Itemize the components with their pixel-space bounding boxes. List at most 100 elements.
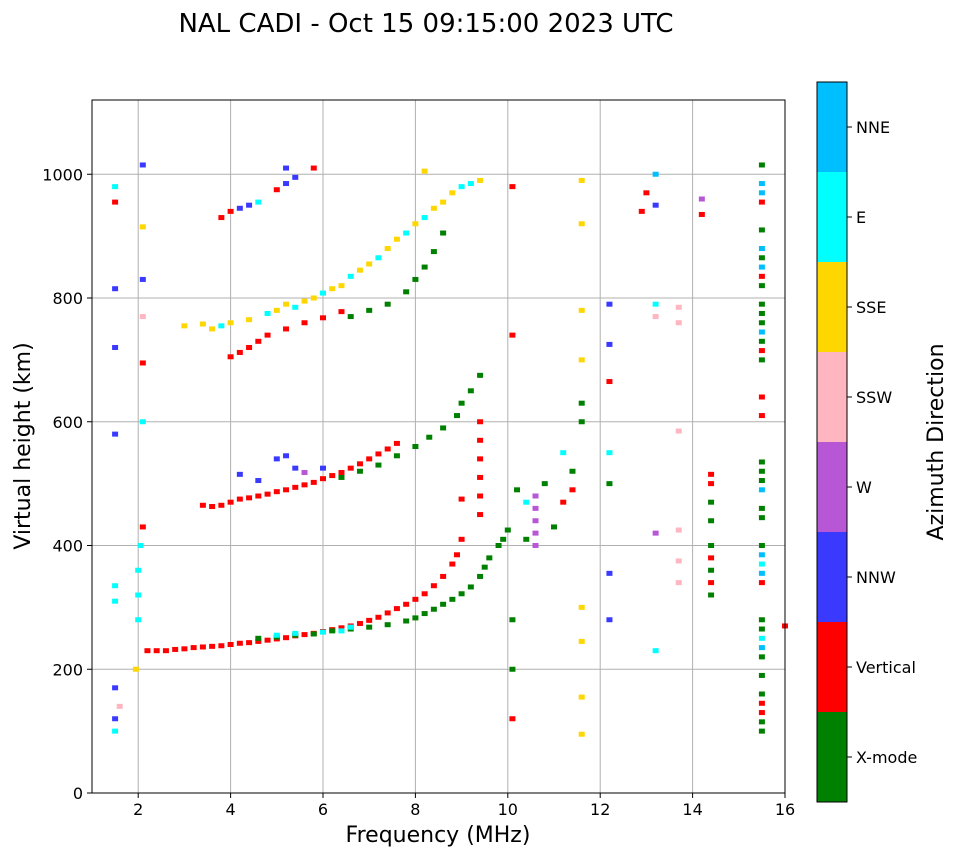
data-point [509, 184, 516, 190]
data-point [758, 357, 765, 363]
data-point [758, 394, 765, 400]
data-point [347, 465, 354, 471]
data-point [135, 592, 142, 598]
data-point [541, 481, 548, 487]
data-point [758, 190, 765, 196]
data-point [301, 320, 308, 326]
data-point [758, 246, 765, 251]
data-point [137, 543, 144, 548]
data-point [310, 479, 317, 485]
colorbar-tick-label: Vertical [856, 658, 916, 677]
colorbar-swatch [817, 622, 847, 712]
data-point [698, 211, 705, 217]
data-point [393, 453, 400, 459]
data-point [209, 504, 216, 510]
data-point [458, 591, 465, 597]
data-point [708, 518, 715, 524]
data-point [301, 632, 308, 638]
data-point [758, 413, 765, 419]
data-point [320, 629, 326, 635]
x-tick-label: 8 [410, 800, 420, 819]
data-point [426, 434, 433, 440]
data-point [467, 388, 474, 394]
data-point [481, 564, 488, 570]
data-point [209, 326, 216, 332]
data-point [412, 276, 419, 282]
data-point [181, 323, 188, 329]
data-point [356, 461, 363, 467]
data-point [509, 617, 516, 623]
data-point [347, 624, 354, 630]
data-point [509, 332, 516, 338]
data-point [264, 637, 271, 643]
colorbar-swatch [817, 442, 847, 532]
data-point [652, 202, 659, 208]
data-point [758, 570, 765, 576]
data-point [758, 348, 765, 354]
data-point [421, 168, 428, 174]
data-point [310, 295, 317, 301]
data-point [292, 630, 299, 636]
data-point [758, 162, 765, 168]
data-point [758, 700, 765, 706]
data-point [320, 290, 326, 296]
data-point [477, 419, 484, 425]
x-tick-label: 14 [682, 800, 702, 819]
data-point [246, 202, 253, 208]
data-point [652, 171, 659, 177]
data-point [523, 536, 530, 542]
data-point [338, 625, 345, 631]
data-point [421, 215, 428, 221]
data-point [356, 468, 363, 474]
data-point [403, 289, 410, 295]
data-point [449, 596, 456, 602]
data-point [393, 440, 400, 446]
y-tick-label: 400 [52, 537, 83, 556]
data-point [477, 474, 484, 480]
data-point [384, 301, 391, 307]
data-point [227, 642, 234, 647]
data-point [652, 648, 659, 654]
data-point [139, 360, 146, 366]
data-point [255, 638, 262, 644]
data-point [375, 255, 382, 261]
data-point [606, 450, 613, 456]
data-point [384, 446, 391, 452]
data-point [356, 267, 363, 273]
colorbar-tick-label: NNE [856, 118, 890, 137]
data-point [320, 465, 326, 471]
data-point [698, 196, 705, 202]
data-point [440, 601, 447, 607]
data-point [606, 481, 613, 487]
data-point [218, 643, 225, 649]
data-point [708, 567, 715, 573]
data-point [246, 495, 253, 501]
data-point [758, 181, 765, 187]
data-point [356, 620, 363, 626]
data-point [606, 301, 613, 307]
data-point [458, 400, 465, 406]
data-point [477, 512, 484, 518]
data-point [758, 515, 765, 521]
data-point [578, 638, 585, 644]
data-point [181, 646, 188, 652]
data-point [421, 611, 428, 617]
x-tick-label: 10 [498, 800, 518, 819]
data-point [412, 615, 419, 621]
y-tick-label: 0 [73, 784, 83, 803]
data-point [227, 499, 234, 505]
data-point [467, 181, 474, 187]
data-point [477, 573, 484, 579]
data-point [430, 249, 437, 255]
data-point [449, 561, 456, 567]
data-point [412, 596, 419, 602]
data-point [606, 617, 613, 623]
data-point [652, 301, 659, 307]
data-point [273, 632, 280, 638]
data-point [112, 286, 119, 292]
data-point [758, 626, 765, 632]
data-point [283, 165, 290, 171]
data-point [440, 573, 447, 579]
data-point [758, 329, 765, 335]
data-point [675, 320, 682, 326]
